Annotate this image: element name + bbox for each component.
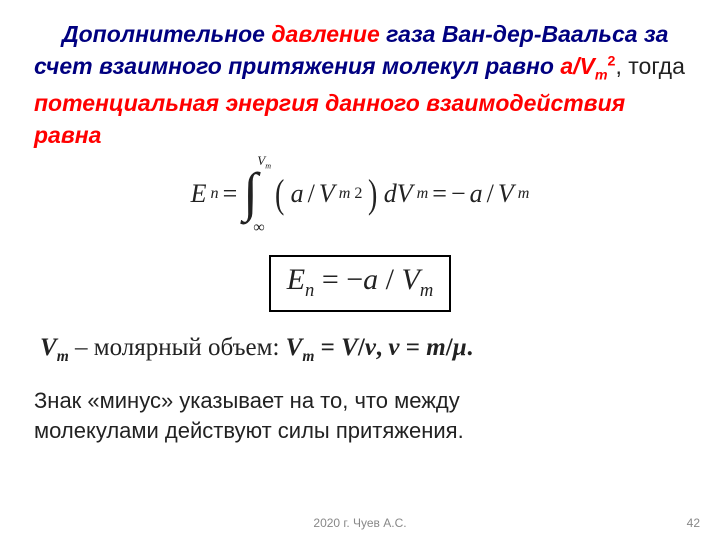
eq1-a: a: [291, 179, 304, 209]
eq1-lparen: (: [275, 176, 284, 212]
p2-V: V: [341, 334, 358, 361]
p2-Vm2: V: [286, 334, 303, 361]
p2-Vm-sub: m: [57, 348, 69, 365]
p2-dash: –: [69, 334, 94, 361]
eq1-slash1: /: [308, 179, 315, 209]
integral-symbol: ∫: [243, 163, 258, 221]
eq1-Vm2: V: [498, 179, 514, 209]
p2-comma: ,: [376, 334, 389, 361]
p2-m: m: [426, 334, 445, 361]
eq1-dV: dV: [384, 179, 413, 209]
eq2-V-sub: m: [420, 280, 433, 301]
eq1-E-sub: n: [211, 185, 219, 203]
p2-Vm2-sub: m: [302, 348, 314, 365]
p2-txt: молярный объем:: [94, 334, 286, 361]
p2-nu2: ν: [388, 334, 399, 361]
eq1-eq: =: [223, 179, 238, 209]
p1-aV: a/V: [560, 53, 595, 79]
p1-t6: потенциальная энергия данного взаимодейс…: [34, 90, 625, 148]
footer-author: 2020 г. Чуев А.С.: [0, 516, 720, 530]
p2-Vm: V: [40, 334, 57, 361]
p2-sl2: /: [446, 334, 453, 361]
p1-t5: , тогда: [615, 53, 684, 79]
slide: Дополнительное давление газа Ван-дер-Ваа…: [0, 0, 720, 540]
intro-paragraph: Дополнительное давление газа Ван-дер-Ваа…: [34, 18, 686, 151]
p2-nu: ν: [365, 334, 376, 361]
page-number: 42: [687, 516, 700, 530]
eq1-rparen: ): [368, 176, 377, 212]
equation-boxed-wrap: En = −a / Vm: [34, 237, 686, 312]
integral-sign: ∫ Vm ∞: [243, 165, 267, 223]
p2-sl1: /: [358, 334, 365, 361]
int-upper-sub: m: [265, 162, 271, 171]
p2-mu: μ: [453, 334, 467, 361]
eq1-Vm2-sub: m: [518, 185, 530, 203]
equation-boxed: En = −a / Vm: [269, 255, 452, 312]
eq1-slash2: /: [487, 179, 494, 209]
integral-lower: ∞: [253, 219, 264, 237]
eq2-slash: /: [378, 263, 401, 296]
p1-t1: Дополнительное: [62, 21, 271, 47]
equation-integral: En = ∫ Vm ∞ ( a / Vm2 ) dVm = −a / Vm: [191, 165, 530, 223]
equation-integral-wrap: En = ∫ Vm ∞ ( a / Vm2 ) dVm = −a / Vm: [34, 165, 686, 223]
eq1-dV-sub: m: [417, 185, 429, 203]
int-upper-V: V: [257, 153, 265, 168]
minus-explanation: Знак «минус» указывает на то, что между …: [34, 386, 686, 445]
p3-line1: Знак «минус» указывает на то, что между: [34, 386, 686, 416]
p1-sub-m: m: [595, 68, 608, 84]
eq1-minus: −: [451, 179, 466, 209]
eq1-Vm-sub: m: [339, 185, 351, 203]
p2-dot: .: [467, 334, 473, 361]
p2-eq2: =: [400, 334, 427, 361]
eq2-V: V: [402, 263, 420, 296]
eq1-Vm-sup: 2: [354, 185, 362, 203]
p1-t2: давление: [271, 21, 379, 47]
integral-upper: Vm: [257, 153, 271, 171]
eq1-eq2: =: [432, 179, 447, 209]
p3-line2: молекулами действуют силы притяжения.: [34, 416, 686, 446]
molar-volume-line: Vm – молярный объем: Vm = V/ν, ν = m/μ.: [34, 334, 686, 366]
eq2-eq: = −: [314, 263, 363, 296]
p1-formula: a/Vm2: [560, 53, 615, 79]
eq2-E: E: [287, 263, 305, 296]
p2-eq1: =: [314, 334, 341, 361]
eq2-a: a: [363, 263, 378, 296]
eq1-a2: a: [470, 179, 483, 209]
eq2-E-sub: n: [305, 280, 314, 301]
eq1-E: E: [191, 179, 207, 209]
eq1-Vm: V: [319, 179, 335, 209]
